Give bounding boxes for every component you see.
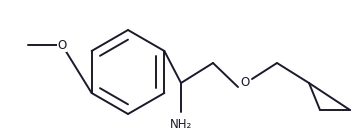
Text: O: O xyxy=(57,39,67,52)
Text: O: O xyxy=(241,76,250,90)
Text: NH₂: NH₂ xyxy=(170,118,192,131)
